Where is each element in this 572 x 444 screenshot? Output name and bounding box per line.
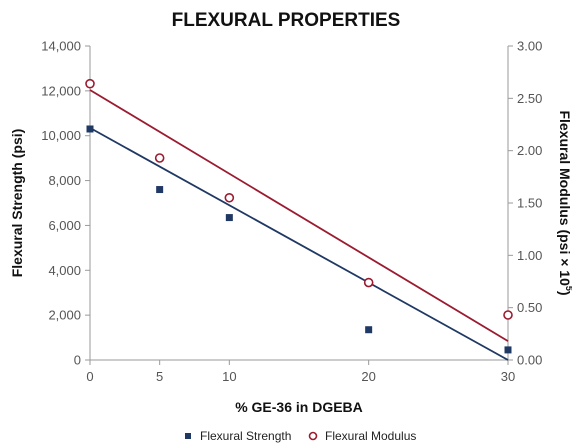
data-points bbox=[85, 78, 513, 354]
y2-axis-label-superscript: 5 bbox=[564, 286, 572, 291]
y-tick-label: 4,000 bbox=[48, 263, 81, 278]
legend-marker-flexural-strength bbox=[185, 433, 191, 439]
trendline-flexural-strength bbox=[89, 127, 509, 361]
x-axis-label: % GE-36 in DGEBA bbox=[235, 399, 363, 415]
x-ticks: 0 5 10 20 30 bbox=[86, 360, 515, 384]
y2-tick-label: 3.00 bbox=[517, 39, 542, 54]
y-tick-label: 6,000 bbox=[48, 218, 81, 233]
y-tick-label: 14,000 bbox=[41, 39, 81, 54]
data-point-flexural-strength bbox=[225, 214, 233, 222]
y2-axis-label-end: ) bbox=[557, 291, 572, 296]
trendline-flexural-modulus bbox=[89, 89, 509, 342]
y2-ticks: 0.00 0.50 1.00 1.50 2.00 2.50 3.00 bbox=[508, 39, 542, 368]
y-tick-label: 12,000 bbox=[41, 83, 81, 98]
data-point-flexural-modulus bbox=[363, 277, 374, 288]
axes bbox=[89, 46, 509, 361]
chart-title: FLEXURAL PROPERTIES bbox=[172, 10, 401, 31]
y2-tick-label: 1.00 bbox=[517, 248, 542, 263]
trendlines bbox=[89, 89, 509, 361]
y2-axis-label-main: Flexural Modulus (psi × 10 bbox=[557, 110, 572, 286]
y2-tick-label: 2.50 bbox=[517, 91, 542, 106]
x-tick-label: 0 bbox=[86, 369, 93, 384]
data-point-flexural-modulus bbox=[154, 153, 165, 163]
x-tick-label: 10 bbox=[222, 369, 236, 384]
data-point-flexural-strength bbox=[504, 346, 512, 354]
y-tick-label: 0 bbox=[74, 353, 81, 368]
y2-tick-label: 2.00 bbox=[517, 143, 542, 158]
legend-label-flexural-strength: Flexural Strength bbox=[200, 429, 291, 443]
y-tick-label: 8,000 bbox=[48, 173, 81, 188]
y-axis-label: Flexural Strength (psi) bbox=[9, 129, 25, 278]
y2-tick-label: 0.00 bbox=[517, 353, 542, 368]
data-point-flexural-strength bbox=[156, 186, 164, 194]
x-tick-label: 30 bbox=[501, 369, 515, 384]
x-tick-label: 20 bbox=[361, 369, 375, 384]
y2-tick-label: 0.50 bbox=[517, 300, 542, 315]
y-tick-label: 2,000 bbox=[48, 308, 81, 323]
y-ticks: 0 2,000 4,000 6,000 8,000 10,000 12,000 14,000 bbox=[41, 39, 90, 368]
legend-label-flexural-modulus: Flexural Modulus bbox=[325, 429, 416, 443]
y-tick-label: 10,000 bbox=[41, 128, 81, 143]
legend: Flexural Strength Flexural Modulus bbox=[185, 429, 416, 443]
data-point-flexural-modulus bbox=[224, 192, 235, 203]
data-point-flexural-strength bbox=[365, 326, 373, 334]
legend-marker-flexural-modulus bbox=[308, 431, 318, 441]
y2-axis-label: Flexural Modulus (psi × 105) bbox=[557, 110, 572, 295]
y2-tick-label: 1.50 bbox=[517, 196, 542, 211]
data-point-flexural-modulus bbox=[503, 310, 513, 320]
data-point-flexural-strength bbox=[86, 125, 94, 133]
x-tick-label: 5 bbox=[156, 369, 163, 384]
data-point-flexural-modulus bbox=[85, 78, 95, 89]
